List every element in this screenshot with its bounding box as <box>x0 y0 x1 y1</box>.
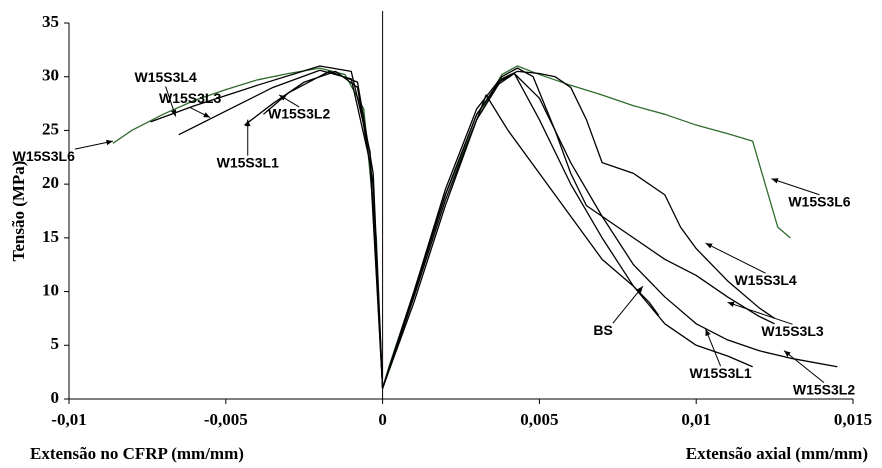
x-tick-label: -0,005 <box>204 410 248 429</box>
annotation: W15S3L3 <box>761 323 823 339</box>
annotation-arrow <box>727 301 793 325</box>
arrow-head <box>705 329 711 337</box>
x-tick-label: 0,005 <box>520 410 558 429</box>
arrow-head <box>771 178 779 184</box>
y-tick-label: 35 <box>42 12 59 31</box>
x-tick-label: -0,01 <box>51 410 86 429</box>
annotation-arrow <box>705 328 722 367</box>
arrow-head <box>203 112 211 118</box>
arrow-head <box>705 243 713 249</box>
arrow-head <box>636 286 643 293</box>
annotation-arrow <box>783 350 825 384</box>
x-axis-label-right: Extensão axial (mm/mm) <box>686 444 868 463</box>
annotation: W15S3L2 <box>268 106 330 122</box>
annotation: W15S3L6 <box>788 193 850 209</box>
annotation: BS <box>593 322 612 338</box>
annotation: W15S3L1 <box>689 365 751 381</box>
x-tick-label: 0,015 <box>834 410 872 429</box>
y-tick-label: 25 <box>42 119 59 138</box>
series-line <box>150 65 775 389</box>
arrow-head <box>727 301 735 307</box>
annotation-arrow <box>74 140 114 150</box>
y-tick-label: 15 <box>42 227 59 246</box>
annotation: W15S3L4 <box>734 272 796 288</box>
y-tick-label: 30 <box>42 66 59 85</box>
annotation-arrow <box>771 178 820 196</box>
arrow-head <box>784 350 791 357</box>
arrow-head <box>279 94 287 101</box>
x-axis-label-left: Extensão no CFRP (mm/mm) <box>30 444 244 463</box>
y-tick-label: 5 <box>51 334 60 353</box>
annotation: W15S3L1 <box>217 154 279 170</box>
y-tick-label: 0 <box>51 388 60 407</box>
series-line <box>178 67 775 389</box>
annotation: W15S3L3 <box>159 90 221 106</box>
x-tick-label: 0,01 <box>681 410 711 429</box>
arrow-head <box>106 139 113 146</box>
annotation: W15S3L4 <box>134 69 196 85</box>
x-tick-label: 0 <box>378 410 387 429</box>
y-tick-label: 20 <box>42 173 59 192</box>
y-tick-label: 10 <box>42 280 59 299</box>
y-axis-label: Tensão (MPa) <box>9 161 28 262</box>
annotation: W15S3L2 <box>793 381 855 397</box>
arrow-head <box>170 109 177 117</box>
arrow-head <box>245 119 251 127</box>
annotation-arrow <box>705 242 766 274</box>
annotation: W15S3L6 <box>13 148 75 164</box>
annotation-arrow <box>612 285 644 324</box>
series-line <box>381 94 660 389</box>
